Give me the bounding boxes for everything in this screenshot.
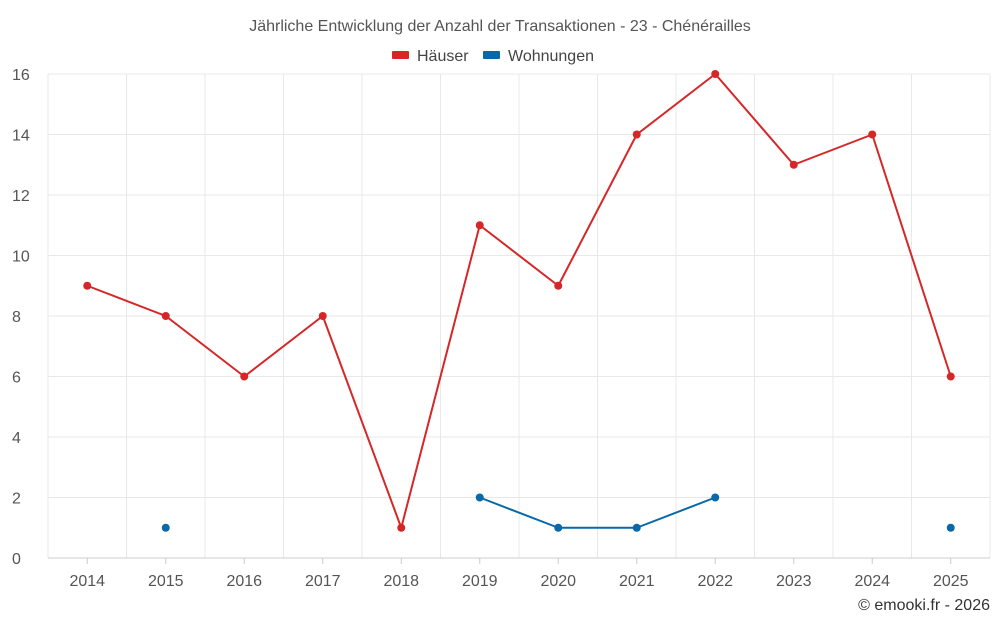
data-point-h-user-2015[interactable] xyxy=(161,312,170,320)
y-tick-label: 12 xyxy=(12,188,30,205)
y-tick-label: 10 xyxy=(12,249,30,266)
legend-label-wohnungen[interactable]: Wohnungen xyxy=(508,48,594,65)
data-point-h-user-2021[interactable] xyxy=(632,130,641,139)
data-point-h-user-2022[interactable] xyxy=(711,70,720,78)
legend-label-haeuser[interactable]: Häuser xyxy=(417,48,469,65)
data-point-h-user-2023[interactable] xyxy=(789,160,798,169)
series-line-wohnungen xyxy=(479,496,716,529)
y-tick-label: 14 xyxy=(12,128,30,145)
credit-text: © emooki.fr - 2026 xyxy=(858,597,990,614)
data-point-wohnungen-2019[interactable] xyxy=(475,493,484,502)
x-tick-label: 2022 xyxy=(697,573,733,590)
data-point-wohnungen-2025[interactable] xyxy=(946,523,955,532)
data-point-h-user-2025[interactable] xyxy=(946,372,955,381)
data-point-h-user-2017[interactable] xyxy=(318,312,327,320)
y-tick-label: 6 xyxy=(12,370,21,387)
x-tick-label: 2024 xyxy=(854,573,890,590)
y-axis-ticks: 0 2 4 6 8 10 12 14 16 xyxy=(12,67,30,568)
legend-swatch-haeuser xyxy=(392,51,409,59)
x-axis-ticks: 2014 2015 2016 2017 2018 2019 2020 2021 2022 2023… xyxy=(69,558,969,590)
data-point-h-user-2019[interactable] xyxy=(475,221,484,230)
x-tick-label: 2017 xyxy=(305,573,341,590)
x-tick-label: 2019 xyxy=(462,573,498,590)
chart-title: Jährliche Entwicklung der Anzahl der Tra… xyxy=(249,18,751,35)
data-point-h-user-2014[interactable] xyxy=(83,281,92,290)
y-tick-label: 4 xyxy=(12,430,21,447)
data-point-h-user-2018[interactable] xyxy=(397,523,406,532)
data-point-wohnungen-2021[interactable] xyxy=(632,523,641,532)
x-tick-label: 2014 xyxy=(69,573,105,590)
x-tick-label: 2015 xyxy=(148,573,184,590)
y-tick-label: 8 xyxy=(12,309,21,326)
data-point-wohnungen-2015[interactable] xyxy=(161,523,170,532)
data-point-h-user-2024[interactable] xyxy=(868,130,877,139)
legend: Häuser Wohnungen xyxy=(392,48,594,65)
data-point-h-user-2016[interactable] xyxy=(240,372,249,381)
data-point-wohnungen-2020[interactable] xyxy=(554,523,563,532)
x-tick-label: 2023 xyxy=(776,573,812,590)
x-tick-label: 2018 xyxy=(383,573,419,590)
y-tick-label: 16 xyxy=(12,67,30,84)
grid xyxy=(47,73,991,559)
series-line-h-user xyxy=(86,73,952,529)
x-tick-label: 2016 xyxy=(226,573,262,590)
x-tick-label: 2020 xyxy=(540,573,576,590)
data-point-wohnungen-2022[interactable] xyxy=(711,493,720,502)
y-tick-label: 2 xyxy=(12,491,21,508)
legend-swatch-wohnungen xyxy=(483,51,500,59)
data-point-h-user-2020[interactable] xyxy=(554,281,563,290)
x-tick-label: 2021 xyxy=(619,573,655,590)
y-tick-label: 0 xyxy=(12,551,21,568)
x-tick-label: 2025 xyxy=(933,573,969,590)
series-layer xyxy=(83,70,955,532)
